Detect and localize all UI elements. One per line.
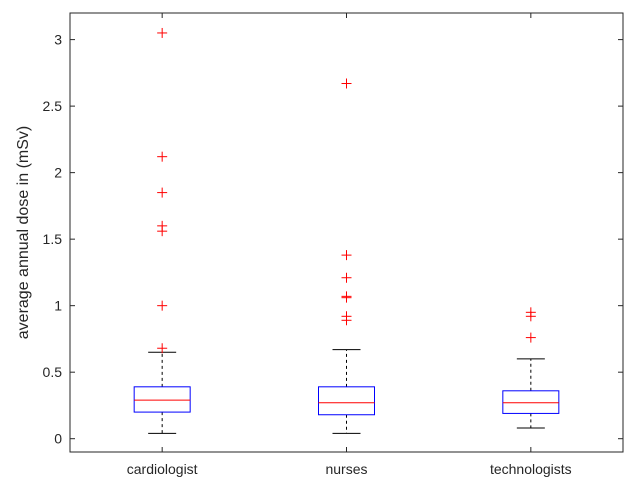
outlier-marker <box>157 187 168 198</box>
y-tick-label: 3 <box>54 32 62 48</box>
y-axis-title: average annual dose in (mSv) <box>15 126 32 339</box>
outlier-marker <box>157 151 168 162</box>
boxes-layer <box>133 27 560 434</box>
y-tick-label: 1 <box>54 298 62 314</box>
y-tick-label: 2 <box>54 165 62 181</box>
y-tick-label: 0 <box>54 431 62 447</box>
x-axis: cardiologist nurses technologists <box>127 13 572 477</box>
y-tick-label: 0.5 <box>43 364 63 380</box>
y-tick-label: 2.5 <box>43 98 63 114</box>
outlier-marker <box>525 307 536 318</box>
box-nurses <box>318 78 375 434</box>
outlier-marker <box>157 27 168 38</box>
box-technologists <box>502 307 560 429</box>
outlier-marker <box>341 272 352 283</box>
y-axis: 0 0.5 1 1.5 2 2.5 3 <box>43 32 623 447</box>
outlier-marker <box>525 332 536 343</box>
outlier-marker <box>341 291 352 302</box>
iqr-box <box>133 386 191 413</box>
outlier-marker <box>341 311 352 322</box>
y-tick-label: 1.5 <box>43 231 63 247</box>
iqr-box <box>502 390 560 414</box>
outlier-marker <box>157 343 168 354</box>
iqr-box <box>318 386 375 416</box>
outlier-marker <box>341 78 352 89</box>
x-tick-label: technologists <box>490 461 572 477</box>
x-tick-label: cardiologist <box>127 461 198 477</box>
outlier-marker <box>157 300 168 311</box>
x-tick-label: nurses <box>325 461 367 477</box>
box-cardiologist <box>133 27 191 434</box>
outlier-marker <box>341 250 352 261</box>
outlier-marker <box>157 220 168 231</box>
